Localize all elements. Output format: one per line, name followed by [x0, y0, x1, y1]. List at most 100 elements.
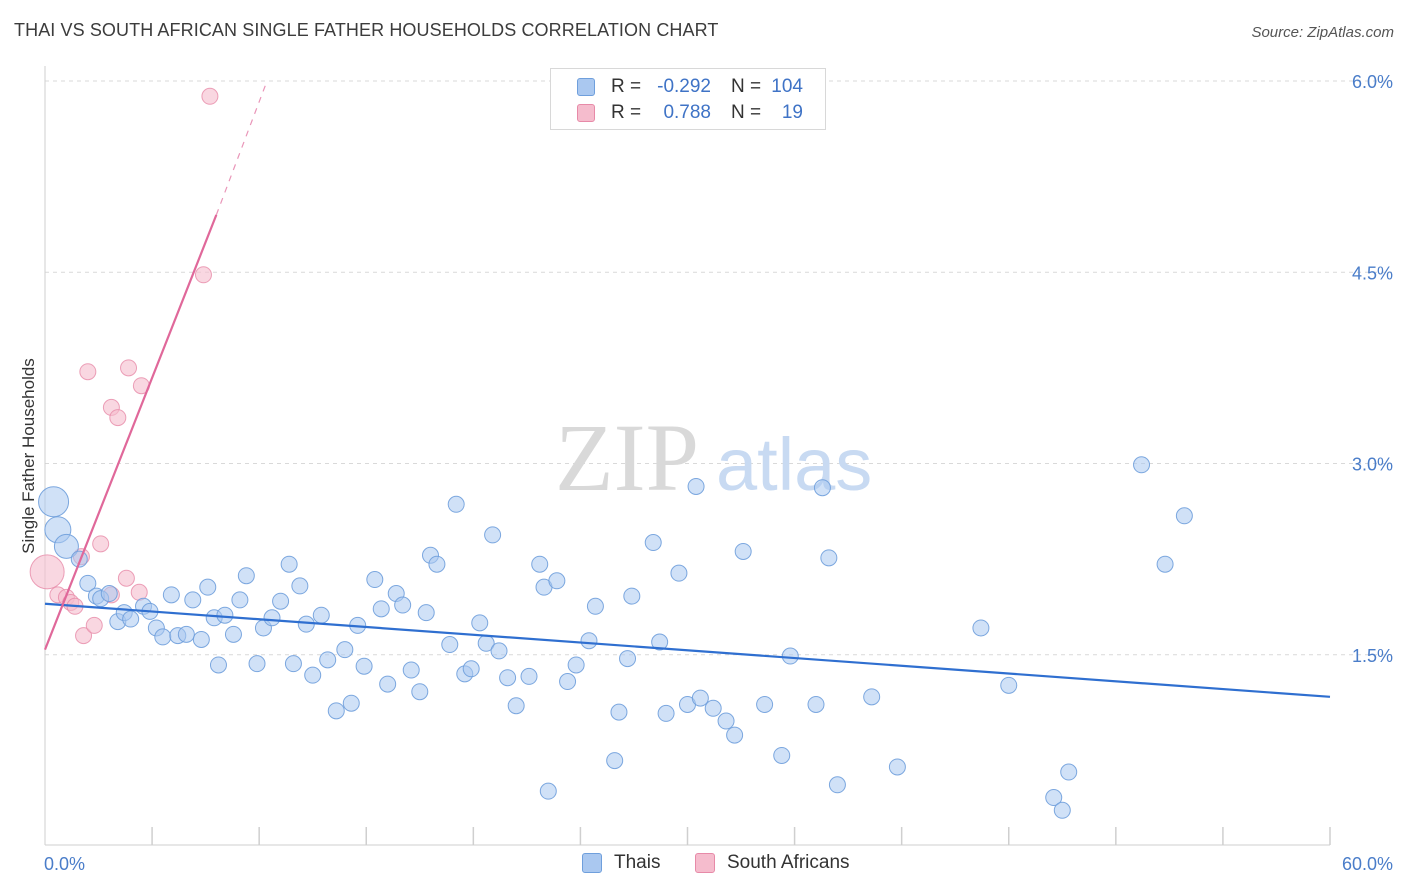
data-point-thais — [372, 600, 390, 618]
grid-lines — [45, 80, 1392, 656]
data-point-thais — [610, 703, 628, 721]
chart-title: THAI VS SOUTH AFRICAN SINGLE FATHER HOUS… — [14, 20, 719, 40]
data-point-south-africans — [201, 87, 219, 105]
data-point-thais — [122, 610, 140, 628]
data-point-thais — [657, 704, 675, 722]
data-point-south-africans — [75, 627, 93, 645]
legend-n-value: 19 — [781, 102, 803, 123]
data-point-thais — [1060, 763, 1078, 781]
stats-legend: R = -0.292 N = 104 R = 0.788 N = 19 — [550, 68, 826, 130]
y-tick-label: 6.0% — [1352, 72, 1393, 92]
data-point-thais — [734, 542, 752, 560]
legend-n-label: N = — [731, 76, 762, 97]
legend-r-value: 0.788 — [663, 102, 711, 123]
data-point-thais — [441, 636, 459, 654]
data-point-thais — [319, 651, 337, 669]
data-point-thais — [520, 667, 538, 685]
data-point-thais — [586, 597, 604, 615]
data-point-thais — [428, 555, 446, 573]
data-point-south-africans — [29, 554, 65, 590]
watermark-zip: ZIP — [555, 404, 699, 511]
data-point-thais — [813, 479, 831, 497]
data-point-thais — [1045, 789, 1063, 807]
data-point-thais — [644, 534, 662, 552]
legend-swatch-south-africans — [695, 853, 715, 873]
data-point-thais — [209, 656, 227, 674]
data-point-thais — [471, 614, 489, 632]
data-point-thais — [284, 655, 302, 673]
data-point-thais — [447, 495, 465, 513]
data-point-thais — [177, 625, 195, 643]
data-point-thais — [619, 650, 637, 668]
legend-swatch-thais — [577, 78, 595, 96]
data-point-thais — [231, 591, 249, 609]
data-point-thais — [691, 689, 709, 707]
data-point-thais — [1175, 507, 1193, 525]
data-point-thais — [507, 697, 525, 715]
data-point-thais — [100, 585, 118, 603]
data-point-south-africans — [79, 363, 97, 381]
data-point-thais — [490, 642, 508, 660]
data-point-thais — [216, 606, 234, 624]
trend-line-south-africans-extension — [215, 84, 267, 216]
data-point-thais — [237, 567, 255, 585]
legend-r-value: -0.292 — [657, 76, 711, 97]
data-point-thais — [291, 577, 309, 595]
trend-lines — [43, 84, 1331, 698]
watermark: ZIP atlas — [555, 404, 872, 511]
x-tick-label-min: 0.0% — [44, 854, 85, 874]
data-point-thais — [79, 574, 97, 592]
data-point-thais — [704, 699, 722, 717]
series-south-africans — [29, 87, 219, 645]
data-point-thais — [263, 609, 281, 627]
y-axis-title: Single Father Households — [19, 358, 38, 554]
data-point-south-africans — [120, 359, 138, 377]
data-point-thais — [531, 555, 549, 573]
data-point-thais — [355, 657, 373, 675]
axis-labels: 1.5% 3.0% 4.5% 6.0% 0.0% 60.0% Single Father H… — [19, 72, 1393, 874]
data-point-thais — [192, 630, 210, 648]
data-point-thais — [462, 660, 480, 678]
data-point-thais — [1156, 555, 1174, 573]
data-point-thais — [327, 702, 345, 720]
data-point-thais — [567, 656, 585, 674]
legend-swatch-south-africans — [577, 104, 595, 122]
data-point-thais — [484, 526, 502, 544]
x-tick-label-max: 60.0% — [1342, 854, 1393, 874]
trend-line-thais — [44, 602, 1331, 698]
watermark-atlas: atlas — [716, 423, 872, 506]
data-point-thais — [394, 596, 412, 614]
source-credit: Source: ZipAtlas.com — [1251, 24, 1394, 41]
data-point-thais — [199, 578, 217, 596]
data-point-thais — [773, 746, 791, 764]
legend-r-label: R = — [611, 76, 642, 97]
data-point-thais — [224, 625, 242, 643]
data-point-south-africans — [109, 409, 127, 427]
data-point-thais — [162, 586, 180, 604]
legend-r-label: R = — [611, 102, 642, 123]
data-point-thais — [38, 486, 70, 518]
data-point-thais — [53, 533, 79, 559]
series-legend: Thais South Africans — [0, 851, 1406, 879]
data-point-south-africans — [92, 535, 110, 553]
data-point-thais — [184, 591, 202, 609]
data-point-thais — [781, 647, 799, 665]
data-point-thais — [972, 619, 990, 637]
legend-label-south-africans: South Africans — [727, 852, 850, 873]
data-point-thais — [559, 673, 577, 691]
data-point-thais — [312, 606, 330, 624]
data-point-thais — [580, 632, 598, 650]
data-point-thais — [717, 712, 735, 730]
data-point-south-africans — [194, 266, 212, 284]
legend-row-south-africans: R = 0.788 N = 19 — [551, 101, 825, 127]
data-point-thais — [248, 655, 266, 673]
data-point-thais — [342, 694, 360, 712]
data-point-thais — [807, 695, 825, 713]
data-point-thais — [280, 555, 298, 573]
data-point-thais — [379, 675, 397, 693]
data-point-thais — [1133, 456, 1151, 474]
data-point-thais — [863, 688, 881, 706]
legend-swatch-thais — [582, 853, 602, 873]
axes — [44, 66, 1331, 846]
data-point-thais — [366, 571, 384, 589]
